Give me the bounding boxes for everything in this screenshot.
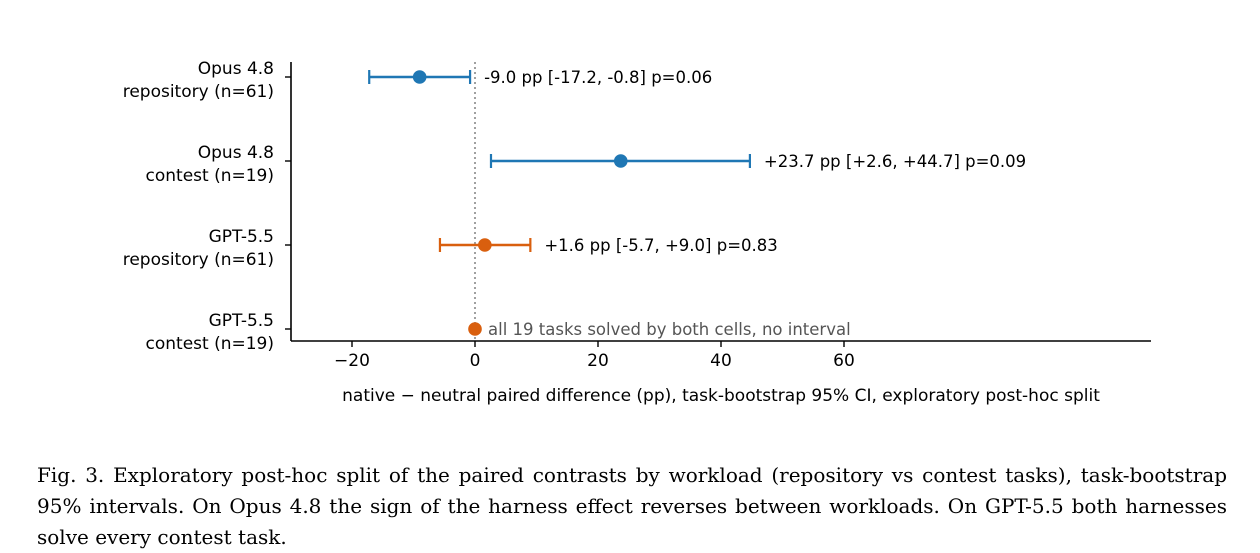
x-axis-title: native − neutral paired difference (pp),… bbox=[342, 386, 1100, 406]
y-category-label-line1: Opus 4.8 bbox=[198, 59, 274, 79]
figure-caption: Fig. 3. Exploratory post-hoc split of th… bbox=[37, 463, 1227, 549]
y-category-label-line1: GPT-5.5 bbox=[209, 311, 274, 331]
point-estimate bbox=[478, 238, 492, 252]
y-category-label-line2: repository (n=61) bbox=[123, 250, 274, 270]
estimate-annotation: +1.6 pp [-5.7, +9.0] p=0.83 bbox=[544, 236, 777, 255]
point-estimate bbox=[412, 70, 427, 84]
y-category-label-line1: Opus 4.8 bbox=[198, 143, 274, 163]
no-interval-annotation: all 19 tasks solved by both cells, no in… bbox=[488, 320, 851, 339]
estimate-annotation: +23.7 pp [+2.6, +44.7] p=0.09 bbox=[764, 152, 1026, 171]
point-estimate bbox=[613, 154, 628, 168]
y-category-label-line2: contest (n=19) bbox=[146, 166, 275, 186]
x-tick-label: 40 bbox=[710, 351, 732, 371]
y-category-label-line2: repository (n=61) bbox=[123, 82, 274, 102]
estimate-annotation: -9.0 pp [-17.2, -0.8] p=0.06 bbox=[484, 68, 712, 87]
x-tick-label: 20 bbox=[587, 351, 609, 371]
x-tick-label: 60 bbox=[833, 351, 855, 371]
x-tick-label: −20 bbox=[334, 351, 370, 371]
chart-marks: -9.0 pp [-17.2, -0.8] p=0.06 +23.7 pp [+2… bbox=[368, 68, 1026, 339]
axes: −20 0 20 40 60 Opus 4.8 repository (n=61) Opus … bbox=[123, 59, 1151, 371]
y-category-label-line1: GPT-5.5 bbox=[209, 227, 274, 247]
forest-plot: −20 0 20 40 60 Opus 4.8 repository (n=61) Opus … bbox=[123, 59, 1151, 406]
y-category-label-line2: contest (n=19) bbox=[146, 334, 275, 354]
point-estimate bbox=[468, 322, 482, 336]
x-tick-label: 0 bbox=[470, 351, 481, 371]
